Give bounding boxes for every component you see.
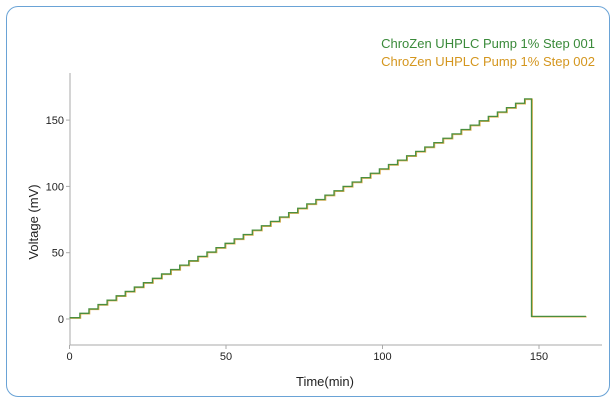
- x-tick-label: 150: [530, 351, 548, 363]
- y-axis-title: Voltage (mV): [26, 184, 41, 259]
- x-tick-label: 50: [220, 351, 232, 363]
- axes: 0 50 100 150 0 50 100 150: [46, 73, 602, 363]
- series-line-1: [69, 98, 586, 319]
- chart-frame: [6, 6, 610, 397]
- y-tick-label: 100: [46, 181, 64, 193]
- x-tick-label: 100: [373, 351, 391, 363]
- plot-area: [69, 98, 587, 319]
- legend-entry-series-2: ChroZen UHPLC Pump 1% Step 002: [381, 54, 595, 69]
- legend-entry-series-1: ChroZen UHPLC Pump 1% Step 001: [381, 36, 595, 51]
- y-tick-label: 50: [52, 248, 64, 260]
- y-tick-label: 0: [58, 314, 64, 326]
- y-tick-label: 150: [46, 115, 64, 127]
- x-axis-title: Time(min): [296, 374, 354, 389]
- series-line-2: [70, 98, 587, 319]
- x-tick-label: 0: [66, 351, 72, 363]
